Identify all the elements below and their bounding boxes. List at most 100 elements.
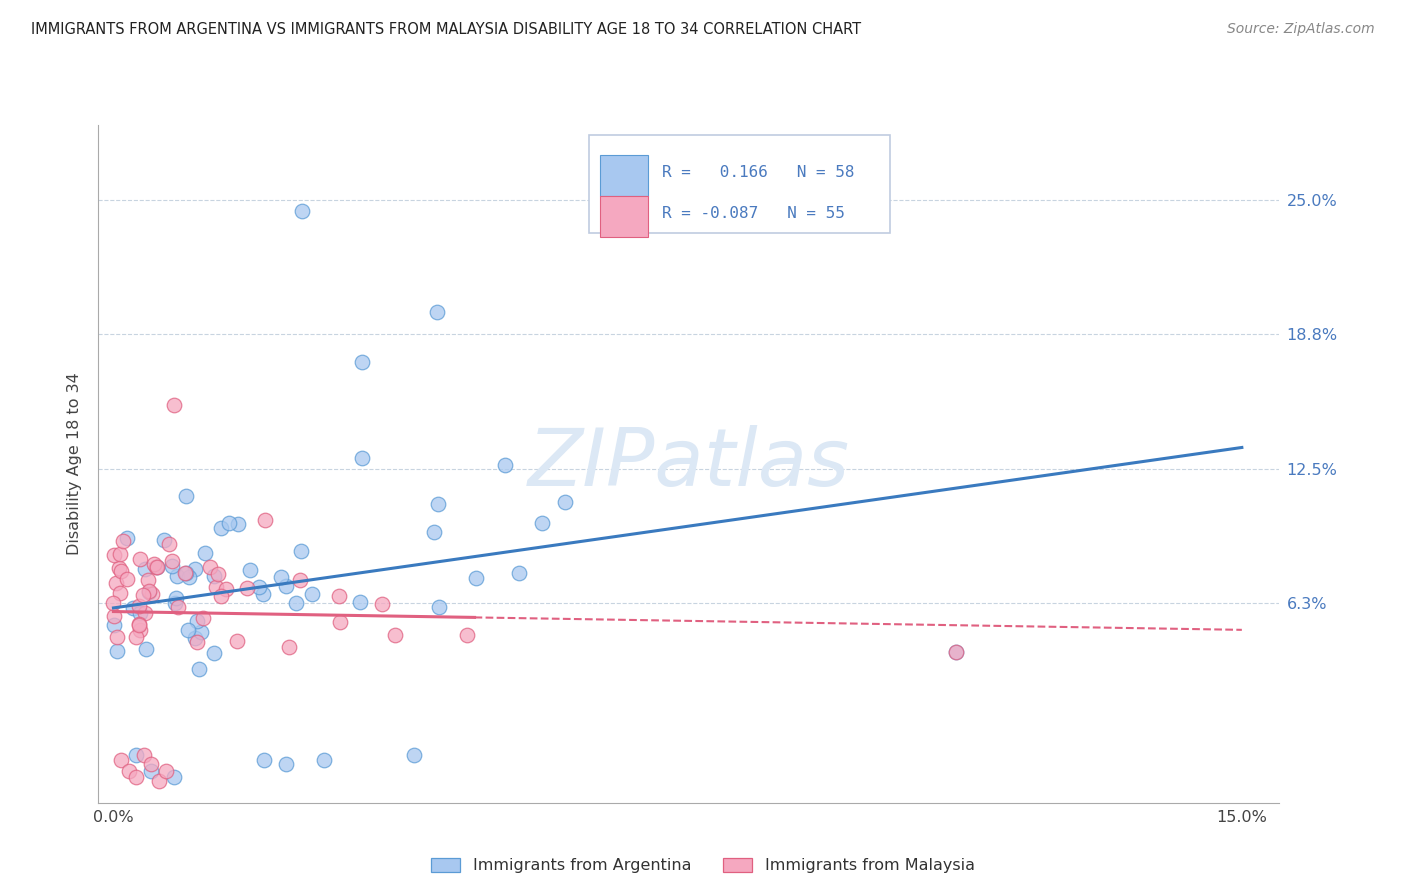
Point (290, 204, 312, 219)
Point (194, 546, 217, 560)
Point (190, 624, 212, 639)
Point (134, 562, 156, 576)
Point (202, 569, 225, 583)
Point (226, 516, 249, 531)
Point (139, 757, 162, 772)
Point (186, 615, 208, 629)
Text: R =   0.166   N = 58: R = 0.166 N = 58 (662, 165, 855, 180)
Point (115, 572, 138, 586)
Point (174, 489, 197, 503)
Point (253, 513, 276, 527)
Point (290, 573, 312, 587)
Point (146, 560, 169, 574)
Point (184, 631, 207, 645)
Point (177, 624, 200, 638)
Point (314, 753, 336, 767)
Point (125, 770, 148, 784)
Point (218, 516, 240, 531)
Point (128, 617, 150, 632)
Point (135, 641, 157, 656)
Point (166, 569, 188, 583)
Point (215, 582, 238, 596)
Point (145, 560, 167, 574)
Point (187, 662, 209, 676)
Point (103, 548, 125, 562)
Point (207, 567, 229, 582)
Text: ZIPatlas: ZIPatlas (527, 425, 851, 503)
Text: Source: ZipAtlas.com: Source: ZipAtlas.com (1227, 22, 1375, 37)
Point (132, 588, 155, 602)
Point (136, 574, 159, 588)
Point (253, 753, 276, 767)
Point (464, 571, 486, 585)
Point (349, 595, 371, 609)
FancyBboxPatch shape (600, 196, 648, 236)
Point (270, 570, 292, 584)
Point (350, 354, 373, 368)
Point (426, 305, 449, 319)
Point (128, 599, 150, 613)
Point (290, 543, 312, 558)
Point (103, 596, 125, 610)
Point (427, 600, 450, 615)
Point (252, 587, 274, 601)
Point (329, 615, 352, 629)
Point (103, 608, 125, 623)
Point (129, 623, 152, 637)
Point (274, 579, 297, 593)
Point (108, 560, 131, 574)
Text: R = -0.087   N = 55: R = -0.087 N = 55 (662, 205, 845, 220)
Point (350, 451, 373, 466)
Point (138, 584, 160, 599)
Point (105, 575, 128, 590)
Point (301, 587, 323, 601)
Point (142, 557, 165, 571)
Point (404, 748, 426, 763)
Point (174, 566, 197, 580)
Point (138, 585, 160, 599)
Point (177, 570, 200, 584)
Point (423, 524, 446, 539)
Point (132, 748, 155, 763)
Legend: Immigrants from Argentina, Immigrants from Malaysia: Immigrants from Argentina, Immigrants fr… (425, 851, 981, 880)
Point (174, 566, 197, 580)
Point (125, 748, 148, 763)
Point (105, 644, 128, 658)
FancyBboxPatch shape (589, 135, 890, 234)
Point (141, 587, 163, 601)
Point (165, 591, 187, 605)
Point (128, 552, 150, 566)
Point (108, 585, 131, 599)
Point (121, 600, 143, 615)
Point (110, 564, 132, 578)
Point (278, 640, 301, 655)
Point (239, 563, 262, 577)
Point (186, 634, 208, 648)
Point (236, 581, 259, 595)
Point (117, 764, 139, 778)
Point (209, 589, 232, 603)
Point (105, 630, 128, 644)
Point (108, 547, 131, 561)
Point (115, 531, 138, 545)
Point (103, 618, 125, 632)
Point (945, 645, 967, 659)
Point (184, 562, 207, 576)
Point (371, 597, 394, 611)
Point (129, 606, 152, 620)
Point (165, 596, 187, 610)
Point (124, 630, 146, 644)
Point (110, 753, 132, 767)
Point (494, 458, 516, 472)
Point (328, 589, 350, 603)
Point (209, 521, 232, 535)
Point (166, 599, 188, 614)
Point (162, 558, 184, 573)
Point (134, 606, 156, 620)
Point (139, 764, 162, 778)
Point (945, 645, 967, 659)
Point (508, 566, 530, 581)
Point (148, 774, 170, 789)
Point (163, 398, 186, 412)
Point (554, 494, 576, 508)
